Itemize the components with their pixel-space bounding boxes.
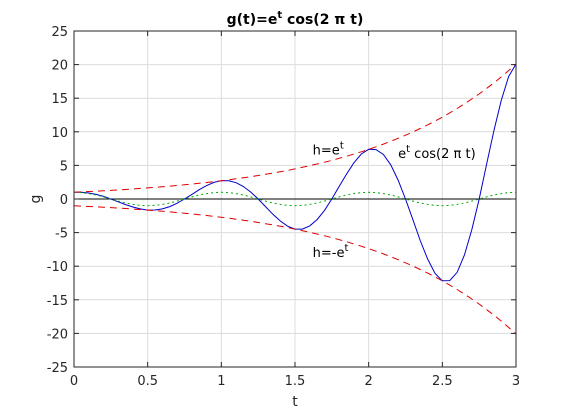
chart-title: g(t)=et cos(2 π t) <box>227 10 364 28</box>
annotation-1: et cos(2 π t) <box>398 144 476 162</box>
x-tick-label-1: 0.5 <box>137 374 158 389</box>
x-tick-label-4: 2 <box>365 374 373 389</box>
y-tick-label-10: 25 <box>51 25 68 40</box>
series-line-2 <box>73 205 517 335</box>
y-tick-label-5: 0 <box>60 193 68 208</box>
x-axis-label: t <box>292 394 298 410</box>
annotation-2: h=-et <box>313 243 349 261</box>
y-tick-label-9: 20 <box>51 59 68 74</box>
x-tick-label-6: 3 <box>512 374 520 389</box>
x-tick-label-5: 2.5 <box>432 374 453 389</box>
y-tick-label-0: -25 <box>47 361 68 376</box>
series-line-1 <box>73 63 517 193</box>
y-tick-label-6: 5 <box>60 159 68 174</box>
series-line-3 <box>73 191 517 207</box>
y-tick-label-2: -15 <box>47 294 68 309</box>
annotation-0: h=et <box>313 141 344 159</box>
plot-area: 0 0.5 1 1.5 2 2.5 3 -25 -20 -15 -10 -5 0 5 10 15 20 25 t g g… <box>28 10 520 410</box>
x-tick-label-2: 1 <box>217 374 225 389</box>
y-tick-label-3: -10 <box>47 260 68 275</box>
y-tick-label-4: -5 <box>55 227 68 242</box>
y-tick-label-8: 15 <box>51 92 68 107</box>
y-tick-label-7: 10 <box>51 126 68 141</box>
y-tick-label-1: -20 <box>47 327 68 342</box>
x-tick-label-3: 1.5 <box>285 374 306 389</box>
x-tick-label-0: 0 <box>70 374 78 389</box>
y-axis-label: g <box>28 195 44 204</box>
